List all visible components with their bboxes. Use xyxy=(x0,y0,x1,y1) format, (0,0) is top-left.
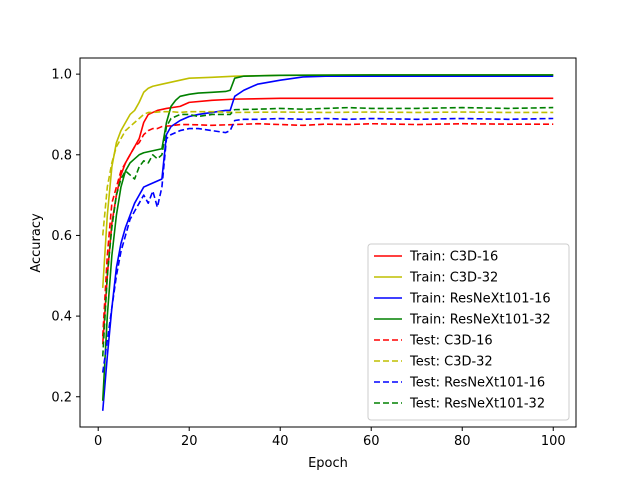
legend-label-0: Train: C3D-16 xyxy=(409,250,498,265)
x-tick-label-4: 80 xyxy=(454,434,471,449)
y-tick-label-4: 1.0 xyxy=(51,68,72,83)
x-tick-label-5: 100 xyxy=(541,434,566,449)
legend-label-3: Train: ResNeXt101-32 xyxy=(409,313,551,328)
axes-layer: 0 20 40 60 80 100 0.2 0.4 0.6 0.8 1.0 xyxy=(51,57,577,449)
series-line-5 xyxy=(101,110,554,236)
legend-label-5: Test: C3D-32 xyxy=(409,355,493,370)
x-tick-label-2: 40 xyxy=(272,434,289,449)
legend-label-4: Test: C3D-16 xyxy=(409,334,493,349)
x-tick-label-0: 0 xyxy=(94,434,102,449)
legend: Train: C3D-16 Train: C3D-32 Train: ResNeXt… xyxy=(367,243,570,421)
plot-frame xyxy=(79,57,577,428)
y-tick-label-3: 0.8 xyxy=(51,148,72,163)
legend-label-2: Train: ResNeXt101-16 xyxy=(409,292,551,307)
series-layer xyxy=(101,74,554,411)
series-line-2 xyxy=(101,75,554,411)
legend-box xyxy=(367,243,570,421)
x-axis-label: Epoch xyxy=(308,456,348,471)
y-tick-label-2: 0.6 xyxy=(51,229,72,244)
series-line-6 xyxy=(101,117,554,373)
y-axis-label: Accuracy xyxy=(29,213,44,273)
y-tick-label-1: 0.4 xyxy=(51,310,72,325)
y-tick-label-0: 0.2 xyxy=(51,390,72,405)
legend-label-7: Test: ResNeXt101-32 xyxy=(409,397,545,412)
x-tick-label-3: 60 xyxy=(363,434,380,449)
series-line-7 xyxy=(101,106,554,357)
series-line-3 xyxy=(101,74,554,401)
legend-label-6: Test: ResNeXt101-16 xyxy=(409,376,545,391)
x-tick-label-1: 20 xyxy=(181,434,198,449)
series-line-4 xyxy=(101,122,554,337)
legend-label-1: Train: C3D-32 xyxy=(409,271,498,286)
